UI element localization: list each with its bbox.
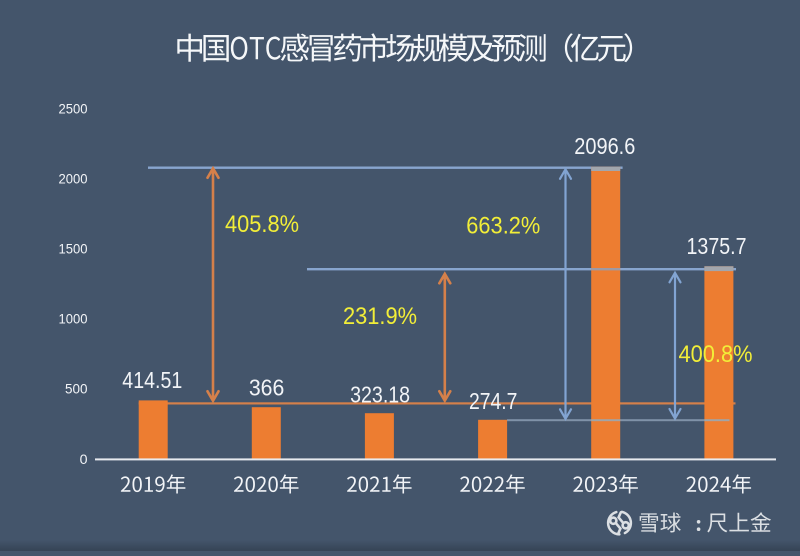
svg-text:2500: 2500 (59, 102, 88, 118)
svg-text:2000: 2000 (59, 172, 88, 188)
svg-text:2096.6: 2096.6 (574, 133, 635, 159)
svg-text:1500: 1500 (59, 242, 88, 258)
svg-text:414.51: 414.51 (122, 367, 182, 393)
svg-text:0: 0 (80, 452, 88, 468)
svg-text:274.7: 274.7 (469, 388, 518, 414)
svg-text:1375.7: 1375.7 (687, 233, 747, 259)
svg-text:405.8%: 405.8% (225, 211, 299, 238)
svg-text:500: 500 (65, 382, 88, 398)
svg-text:1000: 1000 (59, 312, 88, 328)
svg-text:323.18: 323.18 (350, 381, 410, 407)
svg-text:663.2%: 663.2% (466, 213, 540, 240)
svg-text:400.8%: 400.8% (679, 341, 753, 368)
svg-text:231.9%: 231.9% (343, 303, 417, 330)
svg-text:366: 366 (249, 374, 285, 400)
